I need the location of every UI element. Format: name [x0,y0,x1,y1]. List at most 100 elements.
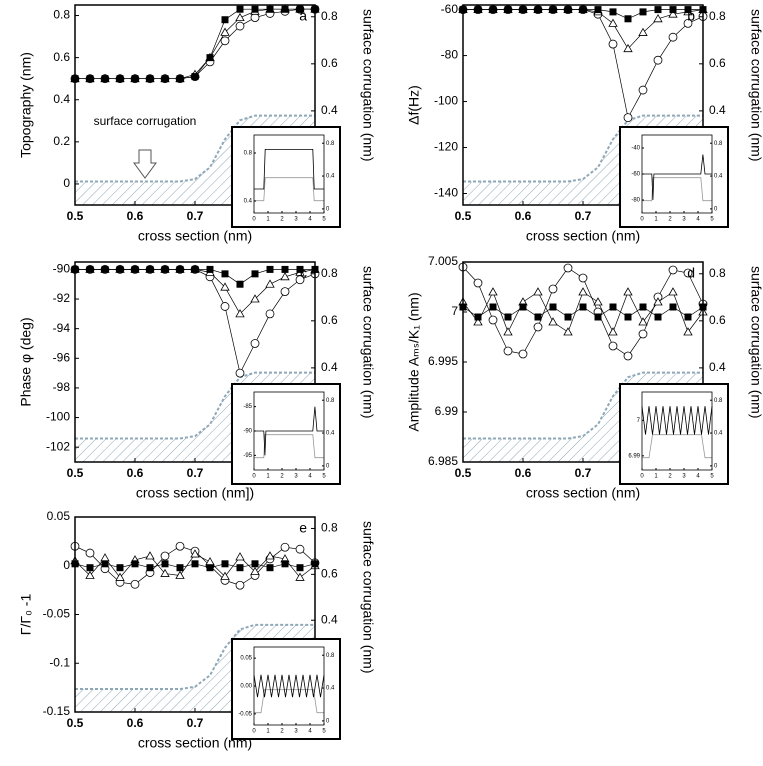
marker-circle [220,36,230,46]
panel-letter: b [687,8,695,24]
marker-triangle [683,327,693,336]
marker-square [116,75,124,83]
profile-line [642,177,712,202]
marker-triangle [265,551,275,560]
y-tick-label: -96 [53,350,71,364]
marker-square [624,313,632,321]
y2-axis-label: surface corrugation (nm) [748,9,763,162]
marker-square [116,564,124,572]
y-tick-label: 0 [63,176,70,190]
y2-tick-label: 0.6 [321,313,338,327]
marker-circle [85,548,95,558]
marker-square [176,265,184,273]
marker-triangle [548,317,558,326]
x-axis-label: cross section (nm) [138,735,252,751]
y2-tick-label: 0.8 [714,398,723,404]
y-tick-label: -60 [631,172,640,178]
x-tick-label: 3 [682,474,686,480]
corrugation-line [75,623,315,691]
x-tick-label: 3 [682,217,686,223]
x-axis-label: cross section (nm) [138,228,252,244]
y-tick-label: 7.005 [428,254,458,268]
y-axis-label: Topography (nm) [18,52,34,158]
x-tick-label: 2 [668,217,672,223]
marker-square [236,564,244,572]
y-tick-label: -0.05 [238,711,252,717]
panel-letter: a [299,8,307,24]
y2-tick-label: 0 [326,718,330,724]
x-tick-label: 1 [654,217,658,223]
series-line [75,8,315,80]
marker-square [236,5,244,13]
y-tick-label: 0.00 [240,684,252,690]
corrugation-line [75,114,315,183]
marker-square [564,6,572,14]
marker-triangle [578,287,588,296]
y-tick-label: 0.4 [53,92,70,106]
y2-axis-label: surface corrugation (nm) [360,521,376,674]
marker-square [266,265,274,273]
x-tick-label: 0 [252,217,256,223]
y2-tick-label: 0.8 [709,9,726,23]
series-line [463,9,704,119]
marker-circle [130,579,140,589]
marker-circle [265,309,275,319]
y2-tick-label: 0.4 [326,686,335,692]
marker-square [564,313,572,321]
y-tick-label: 0 [63,558,70,572]
marker-triangle [295,572,305,581]
x-tick-label: 1 [266,729,270,735]
x-tick-label: 5 [322,474,326,480]
corrugation-line [75,371,315,440]
y-tick-label: 6.99 [435,404,459,418]
x-tick-label: 5 [710,474,714,480]
y-tick-label: -80 [631,198,640,204]
marker-triangle [235,309,245,318]
y2-tick-label: 0.8 [321,521,338,535]
marker-square [146,564,154,572]
marker-square [101,75,109,83]
marker-square [669,303,677,311]
panel-letter: e [299,520,307,536]
x-tick-label: 0 [252,474,256,480]
marker-square [684,313,692,321]
y-tick-label: 0.4 [244,199,253,205]
y-tick-label: -0.1 [49,655,70,669]
marker-triangle [638,27,648,36]
marker-triangle [190,549,200,558]
marker-circle [235,21,245,31]
y2-tick-label: 0.6 [709,56,726,70]
x-tick-label: 5 [322,217,326,223]
y2-axis-label: surface corrugation (nm) [360,9,376,162]
marker-triangle [115,572,125,581]
marker-triangle [608,327,618,336]
marker-square [549,6,557,14]
marker-circle [235,580,245,590]
y2-tick-label: 0.4 [321,360,338,374]
marker-square [116,265,124,273]
marker-square [146,265,154,273]
profile-line [254,434,324,459]
marker-square [474,313,482,321]
y-tick-label: -90 [53,262,71,276]
profile-line [642,434,712,459]
marker-triangle [160,568,170,577]
marker-triangle [668,287,678,296]
y-tick-label: 6.985 [428,454,458,468]
y-tick-label: -95 [243,453,252,459]
profile-line [254,149,324,190]
marker-triangle [220,571,230,580]
profile-line [253,674,325,698]
y-tick-label: 7 [451,304,458,318]
y-tick-label: 0.6 [53,50,70,64]
marker-square [489,303,497,311]
series-line [463,9,704,50]
profile-line [642,154,712,201]
y2-tick-label: 0.8 [326,141,335,147]
y-tick-label: -100 [46,410,70,424]
y-tick-label: 0.2 [53,134,70,148]
series-line [75,269,316,315]
marker-square [519,303,527,311]
marker-triangle [220,27,230,36]
marker-square [266,5,274,13]
